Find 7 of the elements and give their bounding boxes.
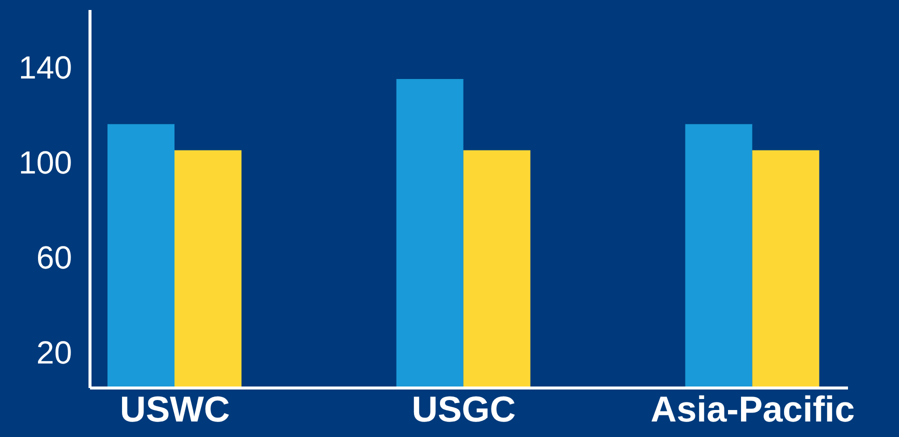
y-tick-label: 100 bbox=[18, 144, 72, 181]
x-tick-label: Asia-Pacific bbox=[650, 388, 855, 430]
y-tick-label: 20 bbox=[36, 334, 72, 371]
y-tick-label: 60 bbox=[36, 240, 72, 276]
x-tick-label: USGC bbox=[412, 388, 516, 430]
x-tick-label: USWC bbox=[120, 388, 230, 430]
y-tick-label: 140 bbox=[18, 49, 72, 86]
